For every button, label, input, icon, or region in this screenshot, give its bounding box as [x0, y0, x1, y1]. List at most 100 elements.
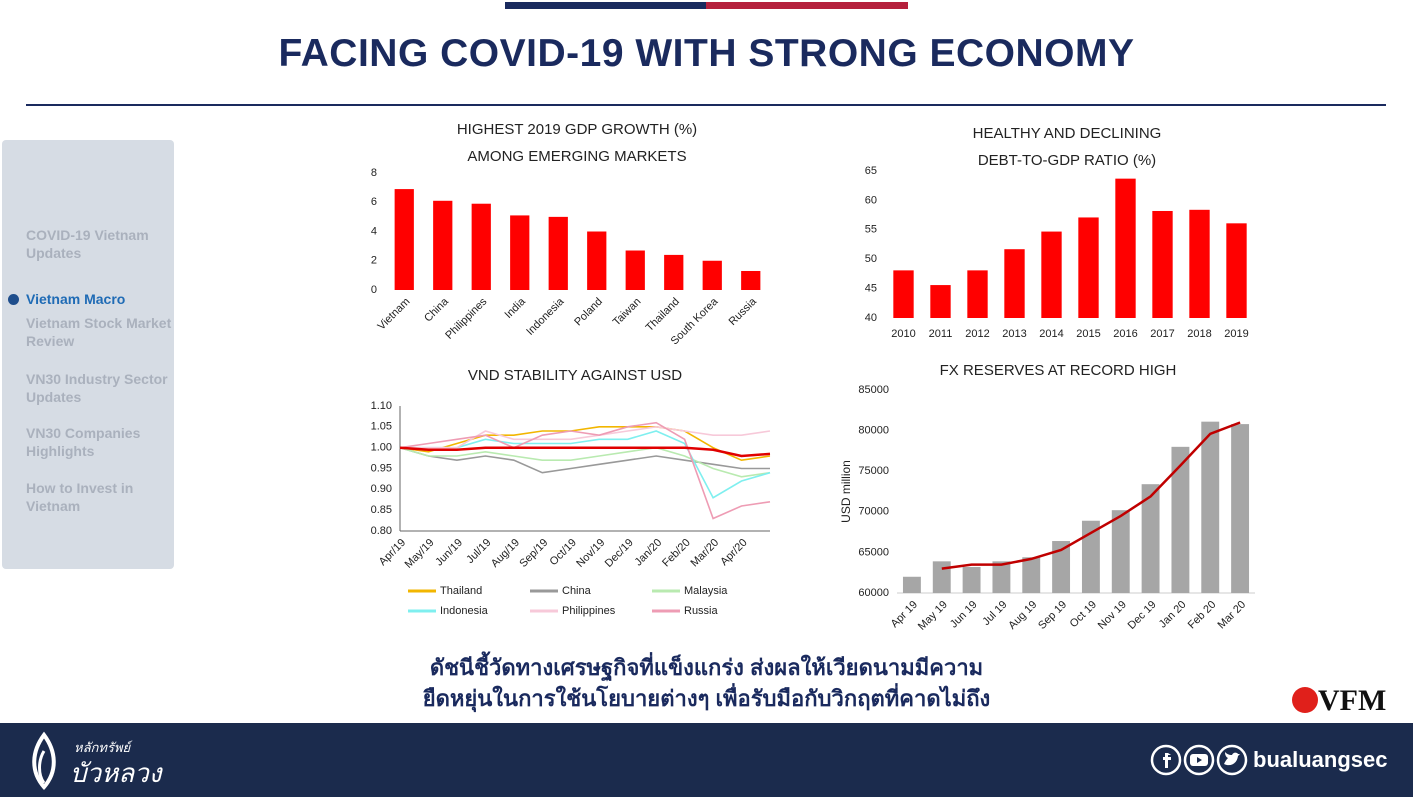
bar — [1226, 223, 1247, 318]
legend-label: Malaysia — [684, 585, 728, 597]
x-tick-label: China — [422, 295, 451, 324]
y-tick-label: 65 — [865, 165, 877, 177]
line — [400, 430, 771, 499]
x-tick-label: Taiwan — [611, 296, 644, 329]
chart-title: VND STABILITY AGAINST USD — [468, 367, 682, 384]
bar — [1201, 421, 1220, 593]
sidebar-item[interactable]: VN30 Companies Highlights — [26, 425, 141, 459]
x-tick-label: Oct 19 — [1068, 599, 1099, 630]
legend-label: Russia — [684, 605, 719, 617]
line — [399, 426, 771, 462]
bar — [1189, 209, 1210, 318]
x-tick-label: Dec 19 — [1126, 599, 1159, 632]
y-tick-label: 1.10 — [371, 400, 392, 412]
x-tick-label: 2018 — [1187, 328, 1211, 340]
bar — [1115, 178, 1136, 318]
x-tick-label: Mar 20 — [1216, 599, 1249, 632]
x-tick-label: 2011 — [929, 328, 953, 340]
bar — [741, 270, 761, 290]
bar — [510, 215, 530, 290]
x-tick-label: Nov/19 — [574, 537, 607, 570]
bar — [1078, 217, 1099, 318]
y-axis-label: USD million — [839, 460, 853, 523]
x-tick-label: 2015 — [1076, 328, 1100, 340]
x-tick-label: Oct/19 — [548, 537, 579, 568]
bar — [1231, 424, 1250, 593]
page-title: FACING COVID-19 WITH STRONG ECONOMY — [278, 32, 1135, 75]
y-tick-label: 0.95 — [371, 462, 392, 474]
bar — [1022, 557, 1041, 593]
y-tick-label: 60000 — [858, 587, 889, 599]
bar — [1041, 231, 1062, 318]
chart-subtitle: AMONG EMERGING MARKETS — [467, 148, 686, 165]
y-tick-label: 80000 — [858, 425, 889, 437]
sidebar-item[interactable]: COVID-19 Vietnam Updates — [26, 227, 149, 261]
vfm-logo: VFM — [1318, 684, 1387, 717]
chart-title: FX RESERVES AT RECORD HIGH — [940, 362, 1177, 379]
x-tick-label: Apr/20 — [718, 537, 749, 568]
active-dot — [8, 294, 19, 305]
bar — [1052, 541, 1071, 593]
y-tick-label: 2 — [371, 255, 377, 267]
bar — [1081, 520, 1100, 593]
y-tick-label: 0.85 — [371, 504, 392, 516]
legend-label: China — [562, 585, 592, 597]
y-tick-label: 1.00 — [371, 442, 392, 454]
x-tick-label: Aug/19 — [489, 537, 522, 570]
line — [399, 421, 771, 520]
bar — [1141, 484, 1160, 593]
footer: หลักทรัพย์ บัวหลวง bualuangsec — [0, 723, 1413, 797]
line — [400, 425, 771, 449]
sidebar-item[interactable]: VN30 Industry Sector Updates — [26, 371, 168, 405]
bar — [587, 231, 607, 290]
y-tick-label: 60 — [865, 194, 877, 206]
legend-label: Philippines — [562, 605, 616, 617]
x-tick-label: Jun 19 — [948, 599, 980, 631]
x-tick-label: May/19 — [403, 537, 437, 571]
site-name: bualuangsec — [1253, 747, 1388, 772]
x-tick-label: Nov 19 — [1096, 599, 1129, 632]
line — [399, 446, 771, 478]
y-tick-label: 1.05 — [371, 421, 392, 433]
bar — [471, 203, 491, 290]
vfm-icon — [1292, 687, 1318, 713]
chart-title: HEALTHY AND DECLINING — [973, 125, 1162, 142]
line — [941, 421, 1241, 570]
bar — [967, 270, 988, 318]
y-tick-label: 50 — [865, 253, 877, 265]
x-tick-label: 2017 — [1150, 328, 1174, 340]
bar — [625, 250, 645, 290]
bar — [664, 254, 684, 290]
y-tick-label: 0 — [371, 284, 377, 296]
line — [399, 446, 771, 458]
bar — [893, 270, 914, 318]
chart-title: HIGHEST 2019 GDP GROWTH (%) — [457, 121, 697, 138]
x-tick-label: Russia — [727, 295, 760, 328]
logo-main: บัวหลวง — [70, 758, 162, 788]
y-tick-label: 0.80 — [371, 525, 392, 537]
legend-label: Indonesia — [440, 605, 489, 617]
x-tick-label: 2016 — [1113, 328, 1137, 340]
y-tick-label: 85000 — [858, 384, 889, 396]
sidebar-item[interactable]: How to Invest in Vietnam — [26, 480, 134, 514]
x-tick-label: Thailand — [644, 296, 682, 334]
x-tick-label: India — [503, 295, 529, 321]
sidebar-item[interactable]: Vietnam Macro — [26, 291, 126, 307]
bar — [930, 285, 951, 318]
x-tick-label: Sep/19 — [517, 537, 550, 570]
x-tick-label: Jun/19 — [433, 537, 465, 569]
y-tick-label: 4 — [371, 225, 377, 237]
divider — [26, 104, 1386, 106]
x-tick-label: Feb 20 — [1186, 599, 1219, 632]
bar — [548, 216, 568, 290]
sidebar-item[interactable]: Vietnam Stock Market Review — [26, 315, 172, 349]
x-tick-label: 2010 — [891, 328, 915, 340]
y-tick-label: 55 — [865, 224, 877, 236]
legend-label: Thailand — [440, 585, 482, 597]
bar — [1171, 446, 1190, 593]
x-tick-label: Philippines — [443, 295, 489, 341]
x-tick-label: 2019 — [1224, 328, 1248, 340]
x-tick-label: Mar/20 — [689, 537, 722, 570]
charts: HIGHEST 2019 GDP GROWTH (%) AMONG EMERGIN… — [371, 121, 1255, 633]
x-tick-label: Jan/20 — [632, 537, 664, 569]
